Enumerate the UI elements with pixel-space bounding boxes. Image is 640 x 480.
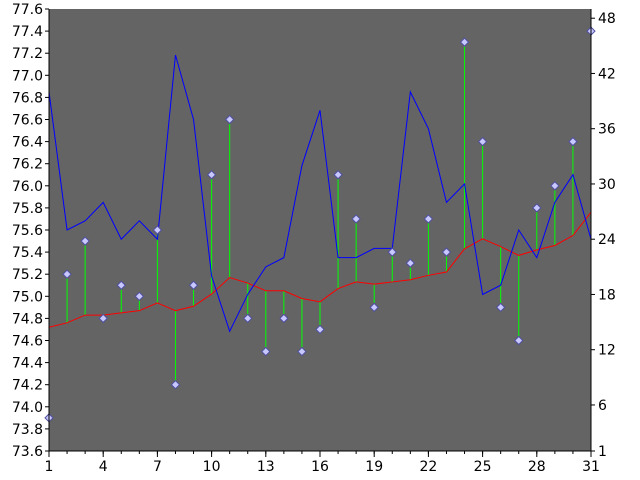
left-tick-label: 77.2 [12,46,43,62]
data-point-marker [405,258,416,268]
x-tick-label: 10 [203,459,221,475]
right-tick-label: 36 [598,122,616,138]
data-point-marker [387,247,397,257]
data-point-marker [134,291,145,302]
data-point-marker [206,170,217,180]
x-tick-label: 1 [45,459,54,475]
right-tick-label: 1 [598,444,607,460]
left-tick-label: 74.8 [12,311,43,327]
right-axis: 1 6 12 18 24 30 36 42 48 [591,11,616,460]
data-point-marker [261,346,271,357]
data-point-marker [369,302,379,313]
x-tick-label: 13 [257,459,275,475]
data-point-marker [224,114,235,125]
data-point-marker [568,136,578,147]
left-tick-label: 75.4 [12,245,43,261]
x-tick-label: 7 [153,459,162,475]
right-tick-label: 18 [598,287,616,303]
data-point-marker [116,280,126,290]
right-tick-label: 42 [598,66,616,82]
line-series [48,54,592,333]
x-tick-label: 4 [99,459,108,475]
data-point-marker [495,302,506,313]
data-point-marker [333,170,343,180]
data-point-marker [423,214,434,224]
moving-average-series [48,212,592,328]
left-tick-label: 74.6 [12,334,43,350]
left-tick-label: 76.0 [12,179,43,195]
left-tick-label: 77.6 [12,2,43,18]
left-tick-label: 75.8 [12,201,43,217]
data-point-marker [351,214,361,224]
left-tick-label: 74.0 [12,400,43,416]
data-point-marker [297,346,307,357]
left-tick-label: 73.6 [12,444,43,460]
left-axis: 73.6 73.8 74.0 74.2 74.4 74.6 74.8 75.0 75.2 75.4… [12,2,49,460]
data-point-marker [62,269,72,279]
left-tick-label: 77.4 [12,24,43,40]
right-axis-line [48,54,592,333]
x-tick-label: 19 [365,459,383,475]
left-tick-label: 74.2 [12,378,43,394]
data-point-marker [170,379,181,390]
data-point-marker [459,37,470,47]
data-point-marker [152,225,163,235]
left-tick-label: 76.2 [12,157,43,173]
data-point-marker [550,181,560,191]
data-point-marker [514,335,524,346]
data-point-marker [243,313,253,324]
right-tick-label: 12 [598,343,616,359]
right-tick-label: 30 [598,177,616,193]
left-tick-label: 73.8 [12,422,43,438]
left-tick-label: 76.8 [12,90,43,106]
x-tick-label: 16 [311,459,329,475]
left-tick-label: 75.0 [12,289,43,305]
left-tick-label: 75.2 [12,267,43,283]
data-point-marker [188,280,199,290]
left-tick-label: 77.0 [12,68,43,84]
data-point-marker [315,324,325,335]
data-point-marker [279,313,289,324]
right-tick-label: 48 [598,11,616,27]
data-point-marker [441,247,452,257]
moving-average-line [48,212,592,328]
data-point-marker [532,203,542,213]
left-tick-label: 75.6 [12,223,43,239]
x-tick-label: 22 [419,459,437,475]
left-tick-label: 76.6 [12,113,43,129]
data-point-marker [98,313,108,324]
data-point-marker [477,136,488,147]
x-tick-label: 25 [474,459,492,475]
plot-area [49,9,591,451]
x-axis: 1 4 7 10 13 16 19 22 25 28 31 [45,451,600,475]
right-tick-label: 6 [598,398,607,414]
x-tick-label: 28 [528,459,546,475]
data-point-marker [80,236,90,246]
right-tick-label: 24 [598,232,616,248]
left-tick-label: 76.4 [12,135,43,151]
x-tick-label: 31 [582,459,600,475]
left-tick-label: 74.4 [12,356,43,372]
